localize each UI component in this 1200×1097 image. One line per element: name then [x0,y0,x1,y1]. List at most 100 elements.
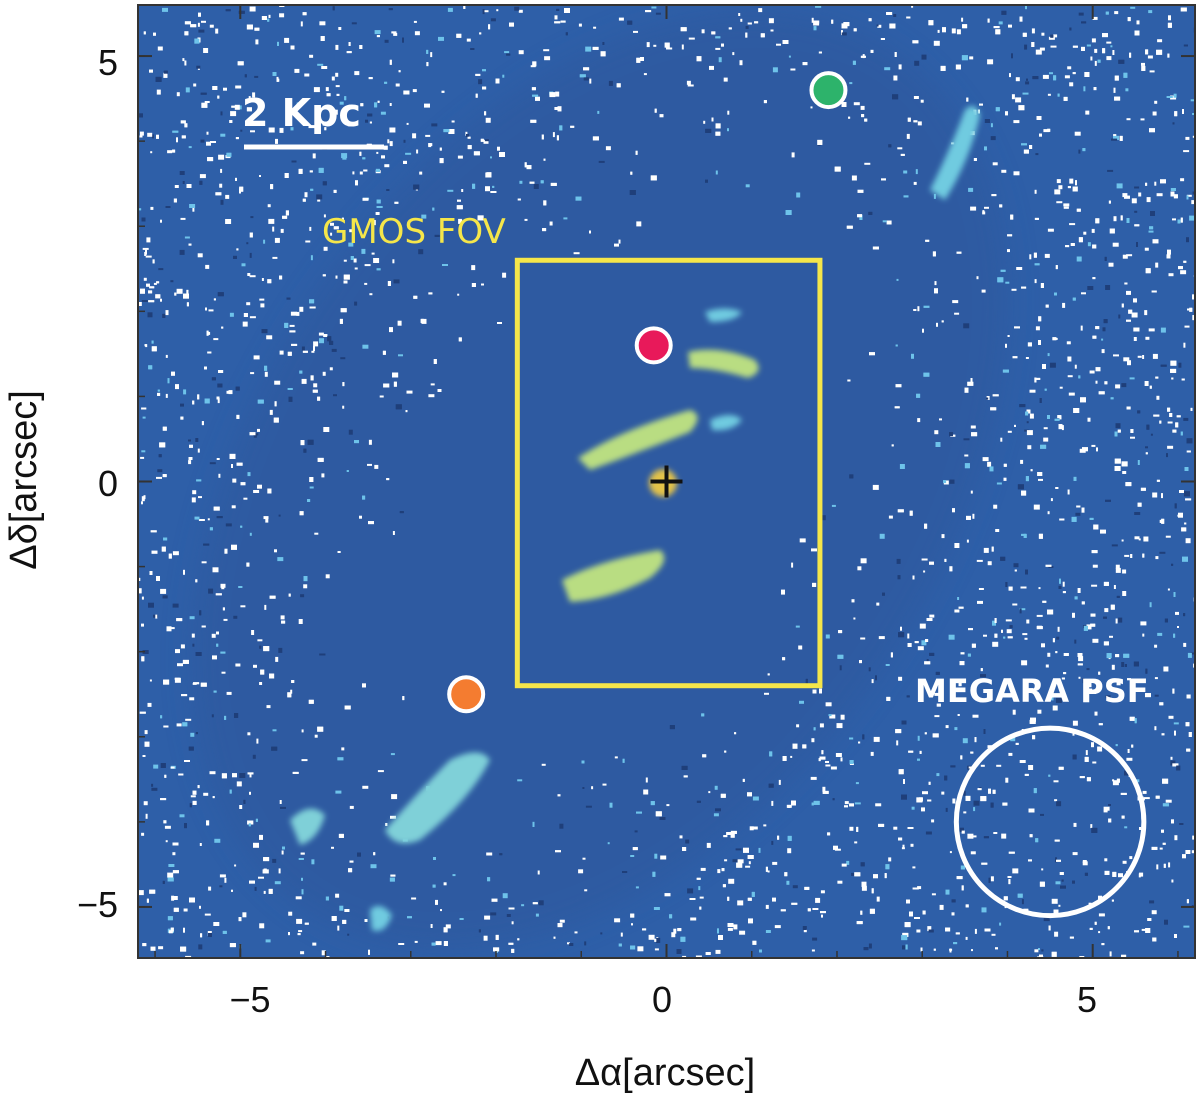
noise-speckle [373,258,380,263]
noise-speckle [216,631,219,635]
noise-speckle [815,20,820,24]
noise-speckle [390,815,396,819]
noise-speckle [987,461,992,467]
noise-speckle [431,123,438,127]
noise-speckle [157,389,160,392]
noise-speckle [717,869,721,874]
noise-speckle [443,882,447,886]
noise-speckle [915,169,918,175]
noise-speckle [139,208,142,211]
noise-speckle [392,372,399,378]
noise-speckle [767,870,770,873]
noise-speckle [949,948,952,953]
noise-speckle [554,15,558,20]
noise-speckle [278,647,283,653]
noise-speckle [1041,949,1044,952]
noise-speckle [188,457,193,460]
noise-speckle [167,872,174,878]
noise-speckle [335,44,339,50]
noise-speckle [1171,377,1174,380]
noise-speckle [407,916,412,919]
noise-speckle [249,880,255,884]
noise-speckle [1034,189,1037,194]
noise-speckle [524,162,527,168]
noise-speckle [158,268,164,271]
noise-speckle [748,918,753,924]
noise-speckle [1017,484,1024,490]
noise-speckle [1001,10,1007,15]
noise-speckle [1025,81,1030,85]
noise-speckle [1082,861,1088,866]
noise-speckle [406,122,409,125]
noise-speckle [1119,135,1123,141]
noise-speckle [988,877,991,883]
noise-speckle [554,21,561,24]
noise-speckle [1105,11,1109,15]
noise-speckle [531,87,536,91]
noise-speckle [752,940,757,945]
noise-speckle [961,885,964,891]
noise-speckle [1078,237,1083,243]
noise-speckle [1093,87,1097,91]
noise-speckle [338,833,344,838]
noise-speckle [197,22,200,27]
noise-speckle [1150,211,1155,216]
noise-speckle [832,798,835,801]
noise-speckle [291,160,297,163]
noise-speckle [1090,56,1093,61]
noise-speckle [151,134,154,139]
noise-speckle [1076,505,1081,508]
noise-speckle [1170,756,1173,760]
noise-speckle [204,913,211,916]
noise-speckle [869,908,875,914]
noise-speckle [457,155,463,159]
noise-speckle [987,59,994,65]
noise-speckle [179,814,185,818]
noise-speckle [1123,653,1130,658]
noise-speckle [1064,75,1070,79]
noise-speckle [907,117,911,122]
noise-speckle [259,923,265,929]
noise-speckle [535,96,540,101]
noise-speckle [331,76,335,81]
noise-speckle [1114,431,1118,437]
noise-speckle [209,462,216,465]
noise-speckle [669,914,673,919]
noise-speckle [914,60,920,66]
noise-speckle [705,952,711,955]
noise-speckle [485,117,491,123]
noise-speckle [544,56,551,61]
noise-speckle [1170,95,1177,100]
noise-speckle [1183,417,1189,421]
noise-speckle [1062,302,1066,308]
noise-speckle [1185,538,1191,544]
noise-speckle [683,775,688,778]
noise-speckle [857,214,863,218]
noise-speckle [1037,709,1042,714]
noise-speckle [952,300,959,304]
noise-speckle [1025,569,1028,575]
noise-speckle [1097,746,1103,752]
noise-speckle [322,181,327,186]
noise-speckle [984,206,989,209]
noise-speckle [1161,733,1165,736]
noise-speckle [851,175,857,181]
noise-speckle [699,896,704,899]
noise-speckle [234,713,239,718]
noise-speckle [941,320,944,323]
noise-speckle [163,72,168,78]
noise-speckle [302,12,307,16]
noise-speckle [389,127,396,133]
noise-speckle [971,432,978,437]
noise-speckle [715,170,718,175]
noise-speckle [1001,629,1003,633]
noise-speckle [176,288,183,294]
noise-speckle [172,149,176,153]
emission-knot-top [705,308,742,322]
noise-speckle [480,138,484,142]
noise-speckle [912,887,919,890]
noise-speckle [765,930,771,933]
noise-speckle [722,884,726,888]
noise-speckle [906,16,911,19]
noise-speckle [811,17,814,23]
